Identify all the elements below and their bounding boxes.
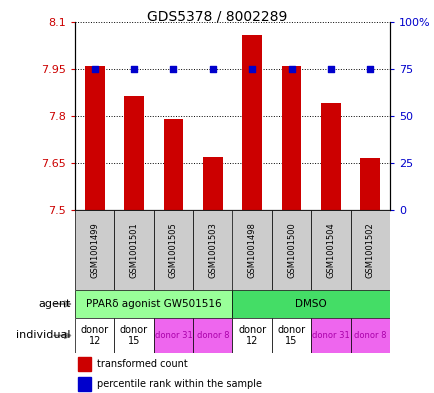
Bar: [114, 318, 153, 353]
Bar: [124, 95, 144, 210]
Text: percentile rank within the sample: percentile rank within the sample: [97, 379, 261, 389]
Text: donor
12: donor 12: [237, 325, 266, 346]
Bar: [232, 318, 271, 353]
Bar: [242, 35, 261, 210]
Bar: [153, 318, 193, 353]
Bar: [311, 318, 350, 353]
Text: donor
12: donor 12: [80, 325, 108, 346]
Text: GSM1001504: GSM1001504: [326, 222, 335, 278]
Bar: [311, 210, 350, 290]
Bar: [203, 157, 222, 210]
Text: donor
15: donor 15: [120, 325, 148, 346]
Text: donor 8: donor 8: [353, 331, 386, 340]
Bar: [75, 290, 232, 318]
Point: [91, 66, 98, 72]
Text: donor 31: donor 31: [154, 331, 192, 340]
Bar: [193, 210, 232, 290]
Text: GSM1001498: GSM1001498: [247, 222, 256, 278]
Bar: [271, 318, 311, 353]
Text: GSM1001502: GSM1001502: [365, 222, 374, 278]
Text: individual: individual: [16, 331, 70, 340]
Text: GDS5378 / 8002289: GDS5378 / 8002289: [147, 10, 287, 24]
Text: donor 31: donor 31: [311, 331, 349, 340]
Text: donor 8: donor 8: [196, 331, 229, 340]
Bar: [193, 318, 232, 353]
Bar: [153, 210, 193, 290]
Bar: [78, 357, 91, 371]
Bar: [232, 210, 271, 290]
Text: GSM1001499: GSM1001499: [90, 222, 99, 278]
Point: [327, 66, 334, 72]
Text: donor
15: donor 15: [277, 325, 305, 346]
Text: GSM1001503: GSM1001503: [208, 222, 217, 278]
Bar: [350, 318, 389, 353]
Point: [209, 66, 216, 72]
Point: [366, 66, 373, 72]
Text: PPARδ agonist GW501516: PPARδ agonist GW501516: [86, 299, 221, 309]
Bar: [78, 377, 91, 391]
Bar: [75, 318, 114, 353]
Bar: [85, 66, 104, 210]
Bar: [350, 210, 389, 290]
Text: transformed count: transformed count: [97, 359, 187, 369]
Bar: [114, 210, 153, 290]
Bar: [281, 66, 301, 210]
Bar: [320, 103, 340, 210]
Text: agent: agent: [38, 299, 70, 309]
Text: DMSO: DMSO: [295, 299, 326, 309]
Text: GSM1001500: GSM1001500: [286, 222, 296, 278]
Bar: [271, 210, 311, 290]
Text: GSM1001505: GSM1001505: [168, 222, 178, 278]
Point: [248, 66, 255, 72]
Point: [287, 66, 294, 72]
Bar: [360, 158, 379, 210]
Bar: [163, 119, 183, 210]
Bar: [75, 210, 114, 290]
Point: [170, 66, 177, 72]
Text: GSM1001501: GSM1001501: [129, 222, 138, 278]
Bar: [232, 290, 389, 318]
Point: [130, 66, 137, 72]
